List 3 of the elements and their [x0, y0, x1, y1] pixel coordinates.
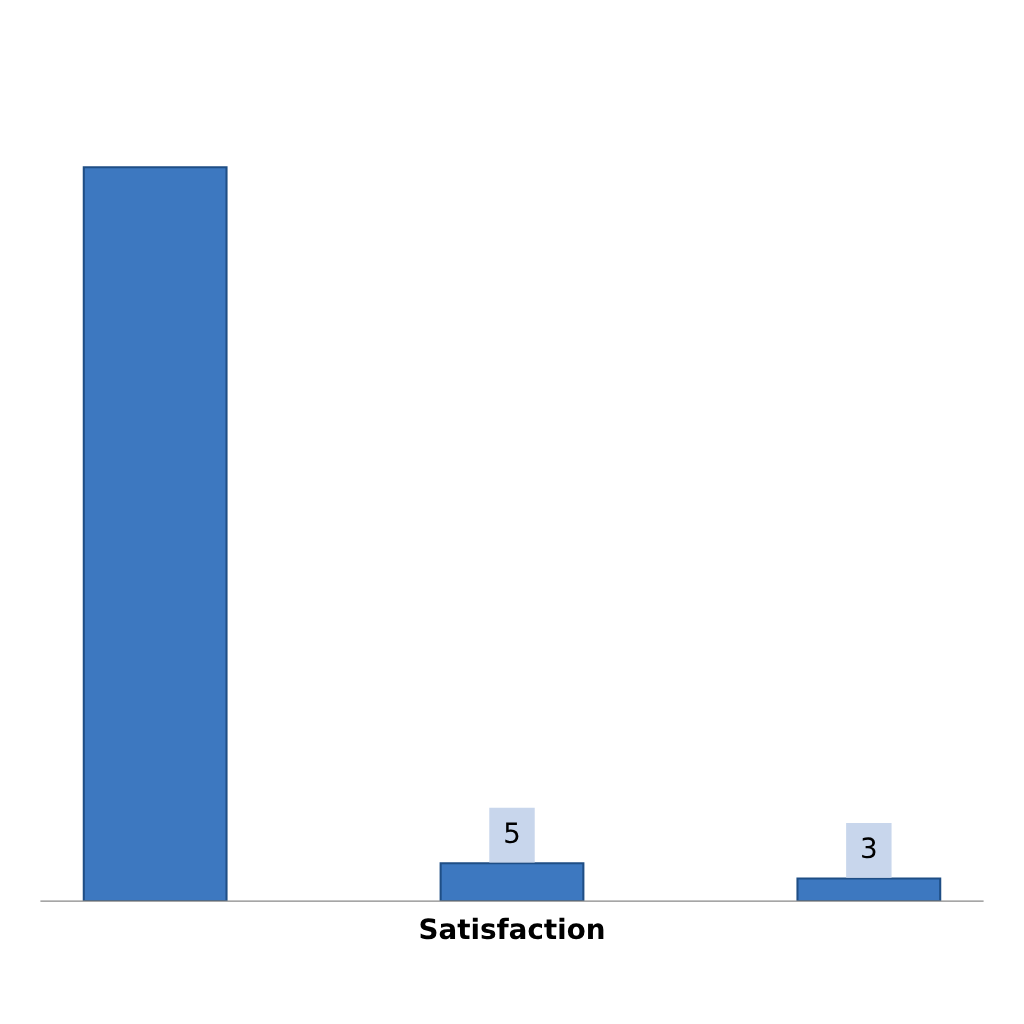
data-label: 5 — [505, 822, 519, 844]
x-tick-label: Satisfaction — [420, 917, 604, 940]
data-label: 3 — [862, 837, 876, 859]
